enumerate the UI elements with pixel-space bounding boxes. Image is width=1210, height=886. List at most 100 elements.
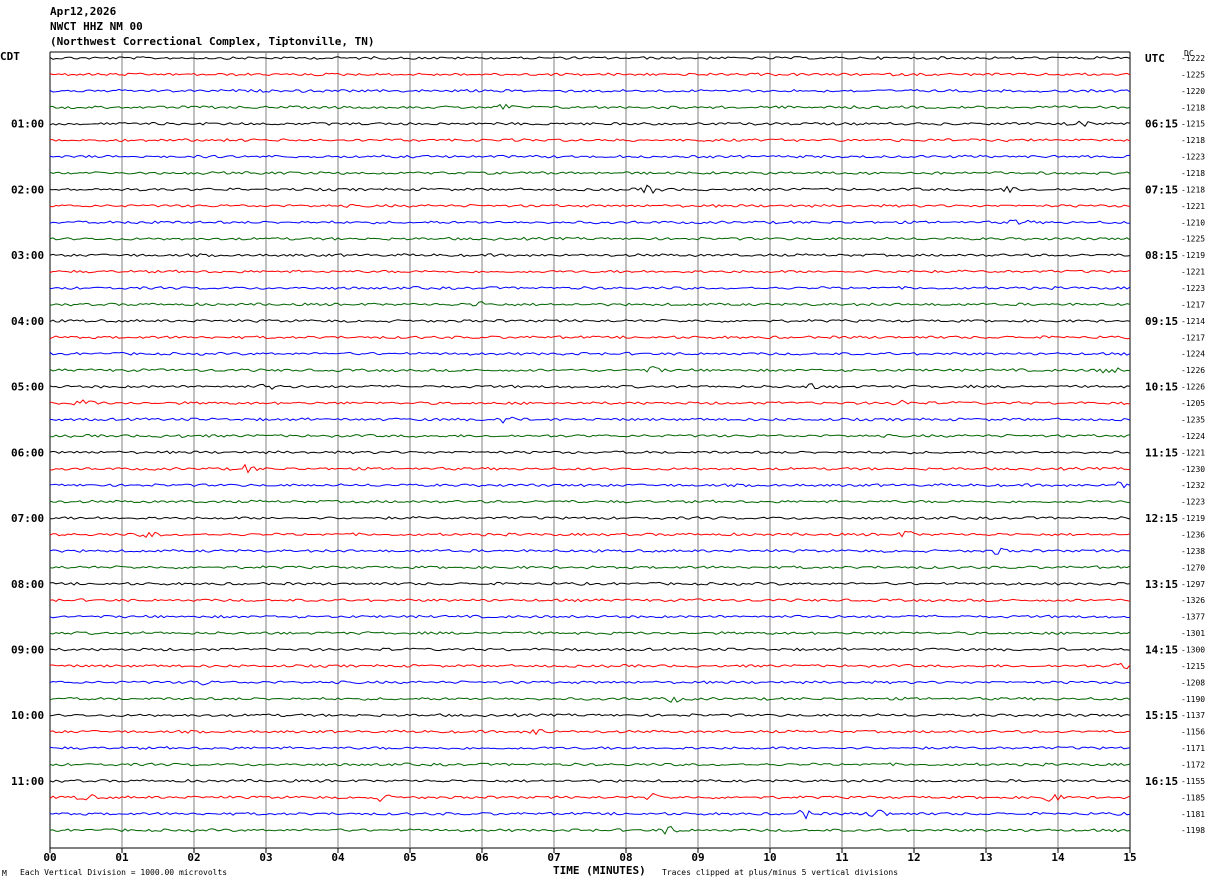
cdt-hour-label: 04:00	[11, 315, 44, 328]
dc-offset-label: -1217	[1181, 333, 1205, 342]
trace-line	[49, 463, 1131, 474]
utc-hour-label: 15:15	[1145, 709, 1178, 722]
dc-offset-label: -1156	[1181, 728, 1205, 737]
utc-hour-label: 07:15	[1145, 183, 1178, 196]
trace-line	[49, 680, 1131, 686]
dc-offset-label: -1236	[1181, 530, 1205, 539]
x-tick-label: 10	[763, 851, 776, 864]
trace-line	[49, 481, 1131, 489]
dc-offset-label: -1218	[1181, 169, 1205, 178]
trace-line	[49, 696, 1131, 703]
trace-line	[49, 631, 1131, 636]
trace-line	[49, 399, 1131, 406]
trace-line	[49, 72, 1131, 77]
dc-offset-label: -1181	[1181, 810, 1205, 819]
dc-offset-label: -1219	[1181, 514, 1205, 523]
x-tick-label: 15	[1123, 851, 1136, 864]
utc-hour-label: 11:15	[1145, 446, 1178, 459]
dc-offset-label: -1232	[1181, 481, 1205, 490]
station-code: NWCT HHZ NM 00	[50, 20, 143, 33]
dc-offset-label: -1218	[1181, 103, 1205, 112]
x-tick-label: 04	[331, 851, 345, 864]
trace-line	[50, 433, 1131, 439]
trace-line	[49, 530, 1131, 539]
dc-offset-label: -1172	[1181, 760, 1205, 769]
x-tick-label: 01	[115, 851, 129, 864]
trace-line	[49, 335, 1131, 340]
dc-offset-label: -1218	[1181, 185, 1205, 194]
trace-line	[49, 809, 1131, 820]
x-tick-label: 03	[259, 851, 272, 864]
trace-line	[49, 236, 1131, 241]
x-tick-label: 09	[691, 851, 704, 864]
cdt-hour-label: 06:00	[11, 446, 44, 459]
x-tick-label: 14	[1051, 851, 1065, 864]
dc-offset-label: -1221	[1181, 202, 1205, 211]
dc-offset-label: -1137	[1181, 711, 1205, 720]
trace-line	[49, 713, 1131, 718]
clip-note: Traces clipped at plus/minus 5 vertical …	[662, 868, 899, 877]
cdt-hour-label: 05:00	[11, 381, 44, 394]
dc-offset-label: -1208	[1181, 678, 1205, 687]
dc-offset-label: -1377	[1181, 613, 1205, 622]
dc-offset-label: -1171	[1181, 744, 1205, 753]
x-tick-label: 00	[43, 851, 56, 864]
scale-note: Each Vertical Division = 1000.00 microvo…	[20, 868, 228, 877]
cdt-hour-label: 02:00	[11, 183, 44, 196]
trace-line	[49, 746, 1131, 750]
x-tick-label: 05	[403, 851, 416, 864]
dc-offset-label: -1215	[1181, 662, 1205, 671]
x-axis-label: TIME (MINUTES)	[553, 864, 646, 877]
dc-offset-label: -1225	[1181, 235, 1205, 244]
station-location: (Northwest Correctional Complex, Tiptonv…	[50, 35, 375, 48]
trace-line	[49, 728, 1131, 736]
trace-line	[49, 171, 1131, 175]
dc-offset-label: -1198	[1181, 826, 1205, 835]
dc-offset-label: -1221	[1181, 268, 1205, 277]
x-tick-label: 06	[475, 851, 489, 864]
dc-offset-label: -1226	[1181, 366, 1205, 375]
x-tick-label: 13	[979, 851, 992, 864]
dc-offset-label: -1270	[1181, 563, 1205, 572]
trace-line	[49, 253, 1131, 258]
trace-line	[49, 318, 1131, 323]
right-axis-title: UTC	[1145, 52, 1165, 65]
x-tick-label: 08	[619, 851, 632, 864]
dc-offset-label: -1223	[1181, 153, 1205, 162]
utc-hour-label: 08:15	[1145, 249, 1178, 262]
trace-line	[49, 565, 1131, 570]
cdt-hour-label: 08:00	[11, 578, 44, 591]
trace-line	[49, 792, 1131, 803]
trace-line	[49, 581, 1131, 586]
dc-offset-label: -1222	[1181, 54, 1205, 63]
trace-line	[49, 154, 1131, 159]
trace-line	[49, 365, 1131, 374]
trace-line	[49, 219, 1131, 225]
dc-offset-label: -1215	[1181, 120, 1205, 129]
utc-hour-label: 10:15	[1145, 381, 1178, 394]
dc-offset-label: -1214	[1181, 317, 1205, 326]
trace-line	[49, 103, 1131, 111]
dc-title: DC	[1184, 49, 1194, 58]
dc-offset-label: -1210	[1181, 218, 1205, 227]
dc-offset-label: -1190	[1181, 695, 1205, 704]
dc-offset-label: -1218	[1181, 136, 1205, 145]
trace-line	[49, 547, 1131, 555]
trace-line	[49, 88, 1131, 93]
x-tick-label: 11	[835, 851, 849, 864]
utc-hour-label: 13:15	[1145, 578, 1178, 591]
trace-line	[49, 825, 1131, 835]
trace-line	[49, 285, 1131, 291]
trace-line	[49, 647, 1131, 652]
chart-date: Apr12,2026	[50, 5, 117, 18]
cdt-hour-label: 07:00	[11, 512, 44, 525]
dc-offset-label: -1224	[1181, 432, 1205, 441]
cdt-hour-label: 01:00	[11, 118, 44, 131]
dc-offset-label: -1221	[1181, 448, 1205, 457]
dc-offset-label: -1225	[1181, 70, 1205, 79]
x-tick-label: 02	[187, 851, 200, 864]
trace-line	[49, 120, 1131, 127]
trace-line	[50, 662, 1131, 670]
dc-offset-label: -1219	[1181, 251, 1205, 260]
